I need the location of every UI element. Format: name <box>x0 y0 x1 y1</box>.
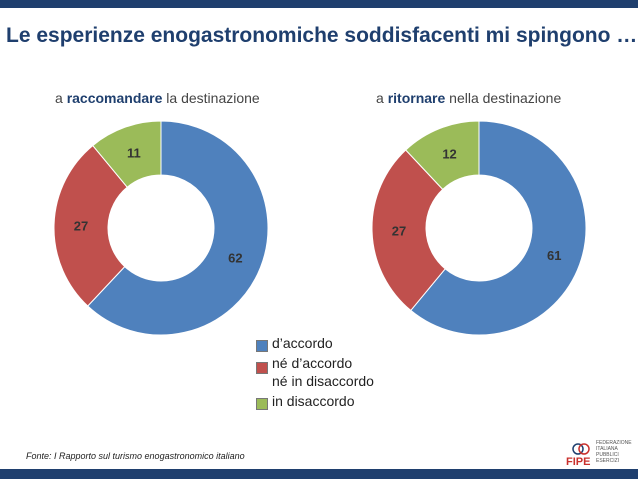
logo-text: Federazione Italiana Pubblici Esercizi <box>596 440 632 464</box>
logo-rings-icon <box>572 443 590 455</box>
donut-0-slice-1 <box>53 144 128 307</box>
legend-label-disaccordo: in disaccordo <box>272 393 355 409</box>
donut-0-label-1: 27 <box>74 218 88 233</box>
legend-label-neutral: né d’accordo né in disaccordo <box>272 355 374 389</box>
donut-0-label-2: 11 <box>127 146 141 161</box>
chart-subtitle-right: a ritornare nella destinazione <box>376 90 562 106</box>
donut-0-label-0: 62 <box>228 250 242 265</box>
donut-0-slice-2 <box>92 120 162 188</box>
chart-subtitle-left: a raccomandare la destinazione <box>55 90 260 106</box>
donut-1-slice-1 <box>371 149 446 312</box>
donut-1-label-2: 12 <box>442 147 456 162</box>
page-title: Le esperienze enogastronomiche soddisfac… <box>6 24 638 47</box>
donut-1-slice-0 <box>410 120 587 336</box>
legend-swatch-disaccordo <box>256 398 268 410</box>
legend-swatch-accordo <box>256 340 268 352</box>
logo-mark: FIPE <box>566 456 591 468</box>
legend-label-accordo: d’accordo <box>272 335 333 351</box>
donut-1-label-1: 27 <box>392 224 406 239</box>
donut-1-label-0: 61 <box>547 248 561 263</box>
bottom-bar <box>0 469 638 479</box>
donut-1-slice-2 <box>405 120 480 191</box>
fipe-logo: FIPE Federazione Italiana Pubblici Eserc… <box>566 440 636 470</box>
top-bar <box>0 0 638 8</box>
source-note: Fonte: I Rapporto sul turismo enogastron… <box>26 451 245 461</box>
legend-swatch-neutral <box>256 362 268 374</box>
donut-0-slice-0 <box>87 120 269 336</box>
